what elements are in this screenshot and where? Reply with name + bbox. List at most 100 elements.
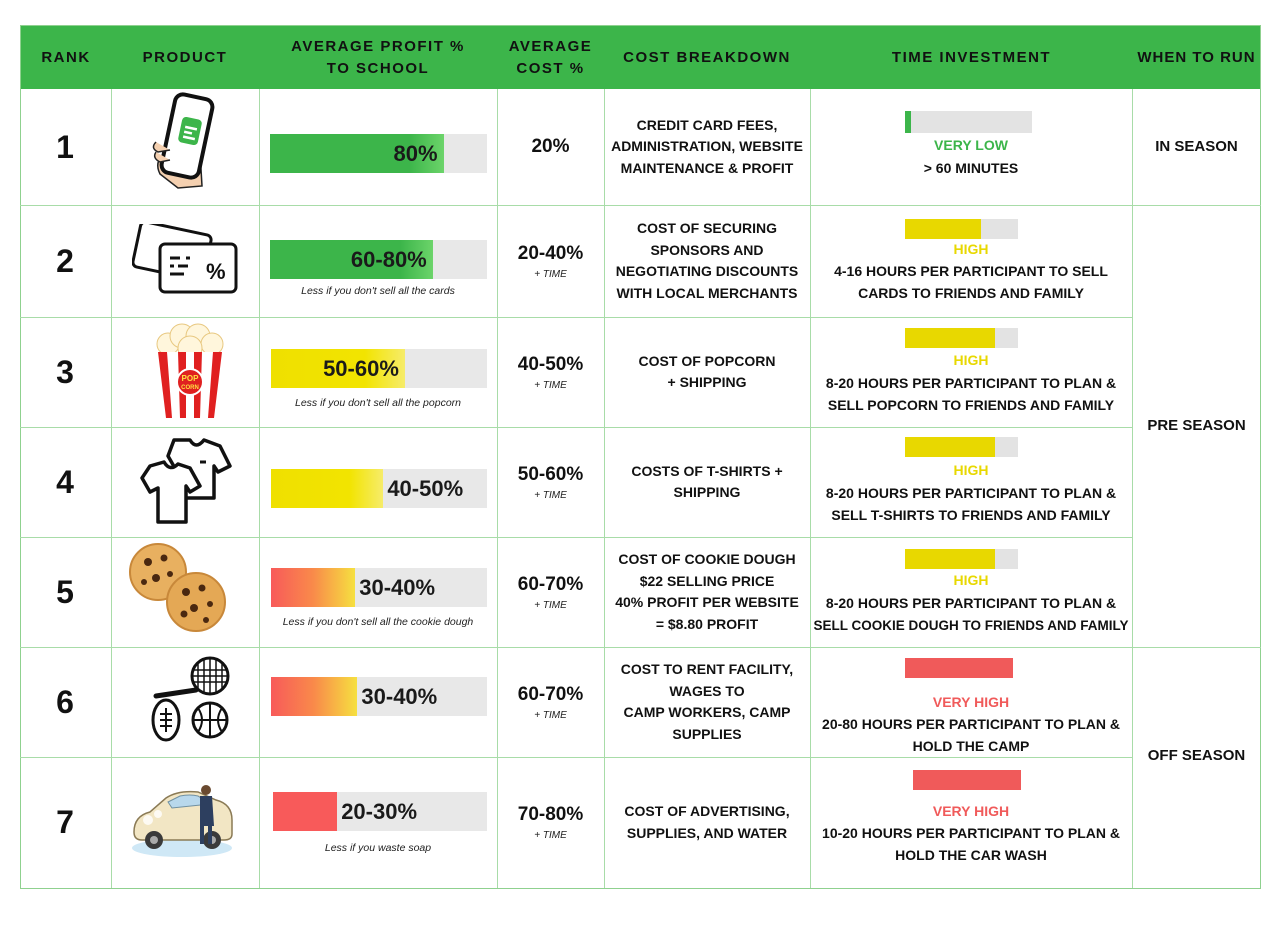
cost-value: 70-80%	[517, 804, 584, 825]
phone-app-icon	[152, 92, 215, 189]
breakdown-line: WAGES TO	[669, 682, 745, 699]
breakdown-line: COST OF POPCORN	[638, 352, 776, 369]
profit-note-3: Less if you don't sell all the popcorn	[294, 397, 462, 409]
breakdown-line: CAMP WORKERS, CAMP	[623, 704, 791, 720]
time-level-3: HIGH	[953, 352, 989, 368]
profit-note-7: Less if you waste soap	[324, 842, 432, 854]
profit-bar-fill	[270, 240, 433, 279]
breakdown-line: $22 SELLING PRICE	[639, 572, 775, 589]
row-divider	[20, 757, 1132, 758]
breakdown-line: SUPPLIES	[672, 725, 742, 742]
breakdown-1: CREDIT CARD FEES, ADMINISTRATION, WEBSIT…	[604, 89, 810, 205]
profit-bar-fill	[271, 349, 405, 388]
breakdown-line: WITH LOCAL MERCHANTS	[616, 284, 798, 301]
profit-value: 40-50%	[387, 475, 464, 501]
grid-line	[810, 89, 811, 888]
time-desc-1: > 60 MINUTES	[810, 158, 1132, 180]
row-divider	[1132, 205, 1261, 206]
profit-bar-fill	[270, 134, 444, 173]
header-profit: AVERAGE PROFIT % TO SCHOOL	[291, 37, 465, 77]
breakdown-line: COST OF SECURING	[636, 220, 777, 236]
time-desc-7: 10-20 HOURS PER PARTICIPANT TO PLAN & HO…	[810, 823, 1132, 866]
breakdown-5: COST OF COOKIE DOUGH $22 SELLING PRICE 4…	[604, 537, 810, 647]
profit-bar-6: 30-40%	[271, 677, 487, 716]
rank-4: 4	[56, 463, 74, 500]
breakdown-line: + SHIPPING	[667, 374, 747, 390]
time-level-5: HIGH	[953, 572, 989, 588]
time-desc-line: 20-80 HOURS PER PARTICIPANT TO PLAN &	[822, 716, 1120, 732]
time-desc-2: 4-16 HOURS PER PARTICIPANT TO SELL CARDS…	[810, 261, 1132, 304]
cost-value: 20-40%	[517, 242, 584, 264]
time-level-2: HIGH	[953, 241, 989, 257]
cost-value-1: 20%	[497, 89, 604, 205]
grid-line	[604, 89, 605, 888]
discount-card-icon: %	[132, 224, 238, 294]
time-bar-3	[905, 328, 1018, 348]
car-wash-icon	[132, 785, 233, 857]
time-bar-fill	[913, 770, 1021, 790]
profit-note-5: Less if you don't sell all the cookie do…	[282, 616, 474, 628]
breakdown-7: COST OF ADVERTISING, SUPPLIES, AND WATER	[604, 757, 810, 888]
profit-bar-fill	[271, 469, 384, 508]
cost-5: 60-70% + TIME	[497, 537, 604, 647]
time-bar-fill	[905, 549, 996, 569]
rank-7: 7	[56, 804, 74, 840]
header-cost: AVERAGE COST %	[508, 37, 593, 77]
profit-value: 50-60%	[323, 355, 399, 381]
row-divider	[20, 317, 1132, 318]
profit-bar-2: 60-80%	[270, 240, 487, 279]
time-desc-line: HOLD THE CAR WASH	[895, 846, 1047, 863]
time-desc-line: CARDS TO FRIENDS AND FAMILY	[858, 284, 1084, 301]
row-divider	[20, 647, 1132, 648]
profit-value: 60-80%	[350, 246, 427, 272]
cost-time-note: + TIME	[534, 830, 567, 841]
cost-7: 70-80% + TIME	[497, 757, 604, 888]
time-bar-fill	[905, 111, 912, 133]
profit-bar-fill	[271, 677, 358, 716]
cost-value: 20%	[531, 136, 570, 157]
breakdown-line: COST TO RENT FACILITY,	[620, 661, 794, 677]
time-desc-line: SELL T-SHIRTS TO FRIENDS AND FAMILY	[831, 506, 1111, 523]
time-bar-1	[905, 111, 1032, 133]
time-level-7: VERY HIGH	[932, 803, 1010, 819]
grid-line	[259, 89, 260, 888]
time-desc-line: 8-20 HOURS PER PARTICIPANT TO PLAN &	[825, 485, 1117, 501]
breakdown-6: COST TO RENT FACILITY, WAGES TO CAMP WOR…	[604, 647, 810, 757]
time-desc-line: SELL COOKIE DOUGH TO FRIENDS AND FAMILY	[813, 617, 1129, 633]
cost-value: 60-70%	[517, 683, 584, 705]
breakdown-line: = $8.80 PROFIT	[655, 615, 759, 632]
rank-5: 5	[56, 573, 74, 610]
rank-6: 6	[56, 683, 74, 720]
header-breakdown: COST BREAKDOWN	[623, 48, 791, 66]
time-bar-fill	[905, 437, 996, 457]
t-shirt-icon	[140, 438, 232, 524]
season-off: OFF SEASON	[1147, 747, 1246, 764]
breakdown-2: COST OF SECURING SPONSORS AND NEGOTIATIN…	[604, 205, 810, 317]
breakdown-line: MAINTENANCE & PROFIT	[620, 159, 794, 176]
profit-value: 80%	[393, 140, 438, 166]
profit-value: 30-40%	[361, 683, 438, 709]
breakdown-line: SPONSORS AND	[650, 241, 764, 258]
time-bar-4	[905, 437, 1018, 457]
profit-value: 20-30%	[341, 798, 418, 824]
time-level-6: VERY HIGH	[932, 694, 1010, 710]
time-bar-6	[905, 658, 1013, 678]
svg-text:CORN: CORN	[181, 385, 199, 391]
fundraiser-comparison-table: RANK PRODUCT AVERAGE PROFIT % TO SCHOOL …	[20, 25, 1261, 889]
cost-time-note: + TIME	[534, 379, 567, 391]
header-rank: RANK	[41, 48, 91, 66]
time-bar-fill	[905, 219, 981, 239]
sports-camp-icon	[151, 656, 230, 742]
breakdown-line: COSTS OF T-SHIRTS +	[631, 462, 783, 479]
cost-time-note: + TIME	[534, 489, 567, 501]
rank-2: 2	[56, 242, 74, 279]
row-divider	[20, 537, 1132, 538]
svg-text:POP: POP	[182, 374, 200, 383]
breakdown-line: COST OF COOKIE DOUGH	[618, 551, 796, 567]
cost-time-note: + TIME	[534, 599, 567, 611]
row-divider	[20, 205, 1132, 206]
time-bar-5	[905, 549, 1018, 569]
cost-value: 50-60%	[517, 463, 584, 485]
time-level-4: HIGH	[953, 462, 989, 478]
header-product: PRODUCT	[142, 48, 228, 66]
